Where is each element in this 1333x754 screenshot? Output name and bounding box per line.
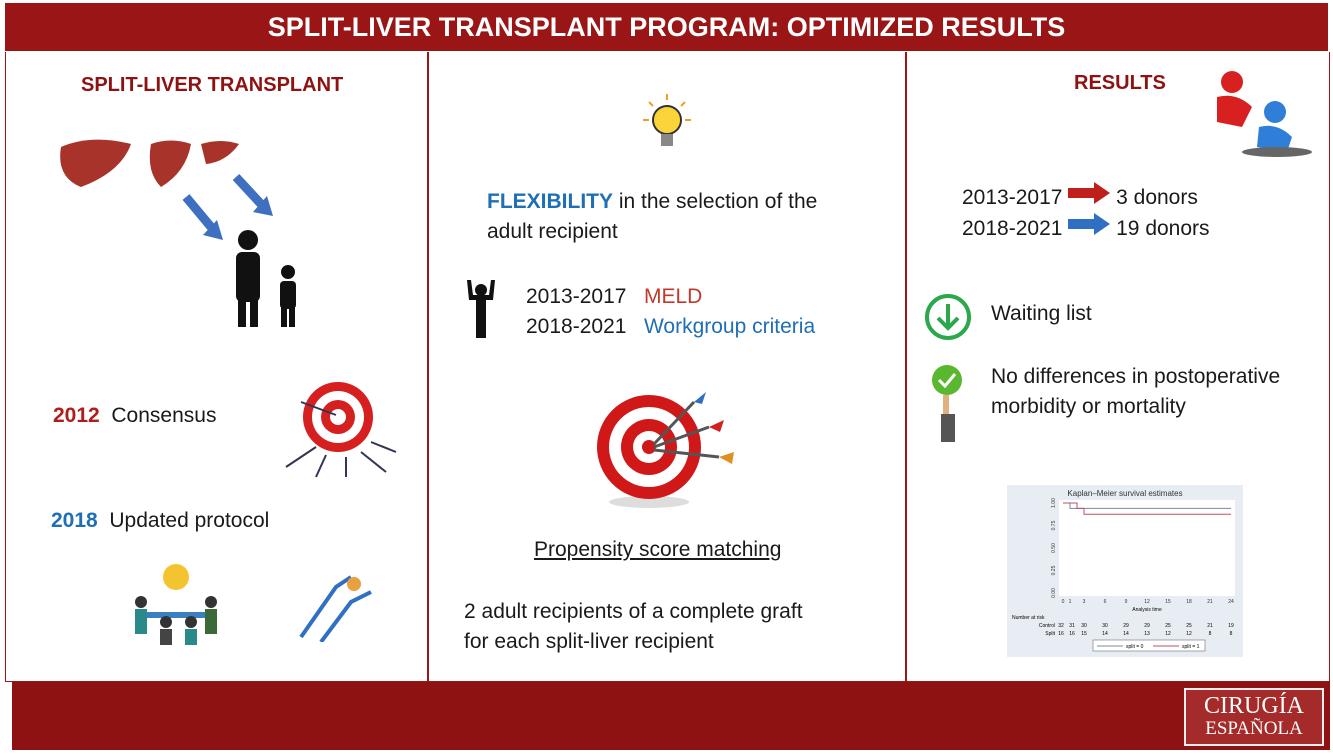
legend-label: split = 1 xyxy=(1182,644,1200,650)
risk-table-title: Number at risk xyxy=(1012,615,1045,621)
person-raised-arms-icon xyxy=(467,280,495,338)
risk-value: 16 xyxy=(1069,631,1075,637)
risk-value: 25 xyxy=(1165,623,1171,629)
y-tick-label: 0.25 xyxy=(1051,565,1057,575)
waiting-list-label: Waiting list xyxy=(991,302,1092,325)
criteria-row: 2018-2021 Workgroup criteria xyxy=(526,315,816,338)
cirugia-espanola-logo: CIRUGÍA ESPAÑOLA xyxy=(1184,688,1324,746)
y-tick-label: 0.75 xyxy=(1051,520,1057,530)
risk-value: 31 xyxy=(1069,623,1075,629)
checkmark-sign-icon xyxy=(932,365,962,442)
down-arrow-circle-icon xyxy=(925,294,971,340)
risk-row-label: Split xyxy=(1045,631,1055,637)
x-tick-label: 12 xyxy=(1144,599,1150,605)
x-axis-label: Analysis time xyxy=(1132,607,1162,613)
helping-figures-icon xyxy=(1217,71,1312,157)
flexibility-text: FLEXIBILITY in the selection of the adult… xyxy=(487,190,818,243)
risk-value: 14 xyxy=(1123,631,1129,637)
event-2018: 2018 Updated protocol xyxy=(51,509,270,532)
x-tick-label: 15 xyxy=(1165,599,1171,605)
risk-value: 29 xyxy=(1123,623,1129,629)
left-title: SPLIT-LIVER TRANSPLANT xyxy=(81,74,344,96)
target-arrows-icon xyxy=(285,382,397,478)
legend-label: split = 0 xyxy=(1126,644,1144,650)
criteria-row: 2013-2017 MELD xyxy=(526,285,703,308)
criteria-list: 2013-2017 MELD 2018-2021 Workgroup crite… xyxy=(526,282,815,342)
right-panel: RESULTS 2013-2017 3 donors 2018-2021 19 … xyxy=(906,52,1330,682)
x-tick-label: 9 xyxy=(1125,599,1128,605)
left-panel: SPLIT-LIVER TRANSPLANT 2012 Consensus 20… xyxy=(5,52,428,682)
risk-value: 12 xyxy=(1186,631,1192,637)
x-tick-label: 24 xyxy=(1228,599,1234,605)
y-tick-label: 1.00 xyxy=(1051,498,1057,508)
risk-value: 8 xyxy=(1209,631,1212,637)
risk-value: 30 xyxy=(1081,623,1087,629)
x-tick-label: 21 xyxy=(1207,599,1213,605)
chart-title: Kaplan–Meier survival estimates xyxy=(1067,489,1182,498)
recipients-text: 2 adult recipients of a complete graft fo… xyxy=(464,600,803,653)
x-tick-label: 0 xyxy=(1062,599,1065,605)
risk-value: 21 xyxy=(1207,623,1213,629)
x-tick-label: 6 xyxy=(1104,599,1107,605)
right-title: RESULTS xyxy=(1074,72,1166,94)
risk-value: 29 xyxy=(1144,623,1150,629)
header-banner: SPLIT-LIVER TRANSPLANT PROGRAM: OPTIMIZE… xyxy=(5,3,1328,51)
risk-value: 14 xyxy=(1102,631,1108,637)
logo-line2: ESPAÑOLA xyxy=(1205,718,1303,739)
risk-value: 19 xyxy=(1228,623,1234,629)
kaplan-meier-chart: Kaplan–Meier survival estimates 0 1 3 6 9 12 1… xyxy=(1007,485,1243,657)
y-tick-label: 0.50 xyxy=(1051,543,1057,553)
liver-to-family-icon xyxy=(60,139,296,327)
red-arrow-icon xyxy=(1068,182,1111,204)
target-darts-icon xyxy=(597,392,734,508)
middle-panel: FLEXIBILITY in the selection of the adult… xyxy=(428,52,906,682)
survival-curve xyxy=(1063,502,1231,515)
risk-value: 32 xyxy=(1058,623,1064,629)
logo-line1: CIRUGÍA xyxy=(1204,693,1304,719)
no-differences-text: No differences in postoperative morbidity… xyxy=(991,365,1281,418)
x-tick-label: 3 xyxy=(1083,599,1086,605)
risk-value: 16 xyxy=(1058,631,1064,637)
propensity-score-label: Propensity score matching xyxy=(534,538,782,561)
risk-value: 30 xyxy=(1102,623,1108,629)
footer-bar xyxy=(12,682,1330,750)
y-tick-label: 0.00 xyxy=(1051,588,1057,598)
risk-value: 12 xyxy=(1165,631,1171,637)
legend-box xyxy=(1092,639,1206,652)
donor-row: 2018-2021 19 donors xyxy=(962,213,1210,244)
lightbulb-icon xyxy=(643,94,691,146)
risk-value: 8 xyxy=(1230,631,1233,637)
page-title: SPLIT-LIVER TRANSPLANT PROGRAM: OPTIMIZE… xyxy=(267,11,1066,42)
blue-arrow-icon xyxy=(1068,213,1111,235)
risk-row-label: Control xyxy=(1039,623,1055,629)
handshake-icon xyxy=(299,575,372,642)
risk-value: 25 xyxy=(1186,623,1192,629)
risk-value: 15 xyxy=(1081,631,1087,637)
risk-value: 13 xyxy=(1144,631,1150,637)
x-tick-label: 18 xyxy=(1186,599,1192,605)
donors-list: 2013-2017 3 donors 2018-2021 19 donors xyxy=(962,182,1210,244)
donor-row: 2013-2017 3 donors xyxy=(962,182,1210,213)
team-meeting-icon xyxy=(135,564,217,645)
event-2012: 2012 Consensus xyxy=(53,404,217,427)
x-tick-label: 1 xyxy=(1069,599,1072,605)
